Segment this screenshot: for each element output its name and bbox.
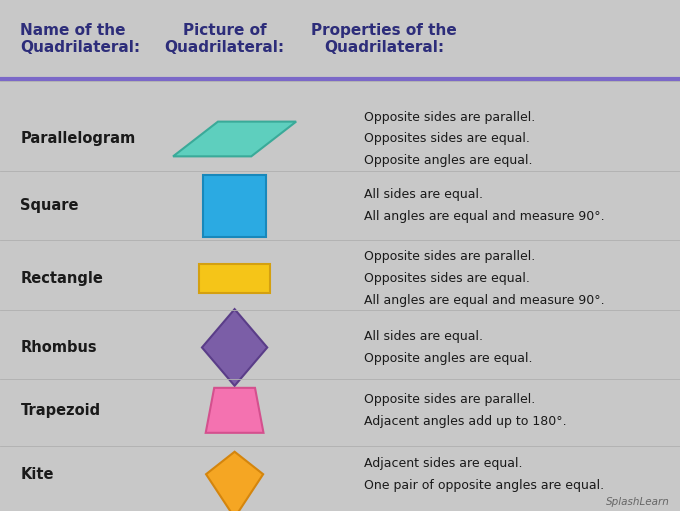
Bar [203, 175, 266, 237]
Text: Opposite angles are equal.: Opposite angles are equal. [364, 352, 532, 365]
Text: Kite: Kite [20, 467, 54, 482]
Text: Rectangle: Rectangle [20, 271, 103, 286]
Polygon shape [202, 309, 267, 386]
Text: One pair of opposite angles are equal.: One pair of opposite angles are equal. [364, 479, 604, 492]
Text: All sides are equal.: All sides are equal. [364, 189, 483, 201]
Text: Trapezoid: Trapezoid [20, 403, 101, 418]
Text: Opposite sides are parallel.: Opposite sides are parallel. [364, 110, 535, 124]
Text: Square: Square [20, 198, 79, 214]
Text: Adjacent angles add up to 180°.: Adjacent angles add up to 180°. [364, 415, 566, 428]
Bar [199, 264, 270, 293]
Text: All angles are equal and measure 90°.: All angles are equal and measure 90°. [364, 211, 605, 223]
Text: Opposite sides are parallel.: Opposite sides are parallel. [364, 250, 535, 263]
Text: Parallelogram: Parallelogram [20, 131, 135, 147]
Polygon shape [206, 452, 263, 511]
Text: Rhombus: Rhombus [20, 340, 97, 355]
Text: Opposites sides are equal.: Opposites sides are equal. [364, 272, 530, 285]
Text: Opposites sides are equal.: Opposites sides are equal. [364, 132, 530, 146]
Text: Opposite sides are parallel.: Opposite sides are parallel. [364, 393, 535, 406]
Text: Properties of the
Quadrilateral:: Properties of the Quadrilateral: [311, 23, 457, 55]
Text: SplashLearn: SplashLearn [606, 497, 670, 507]
Polygon shape [173, 122, 296, 156]
Text: All sides are equal.: All sides are equal. [364, 330, 483, 343]
Text: Adjacent sides are equal.: Adjacent sides are equal. [364, 457, 522, 470]
Text: Opposite angles are equal.: Opposite angles are equal. [364, 154, 532, 168]
Text: Picture of
Quadrilateral:: Picture of Quadrilateral: [165, 23, 284, 55]
Text: All angles are equal and measure 90°.: All angles are equal and measure 90°. [364, 294, 605, 307]
Text: Name of the
Quadrilateral:: Name of the Quadrilateral: [20, 23, 141, 55]
Polygon shape [205, 388, 263, 433]
